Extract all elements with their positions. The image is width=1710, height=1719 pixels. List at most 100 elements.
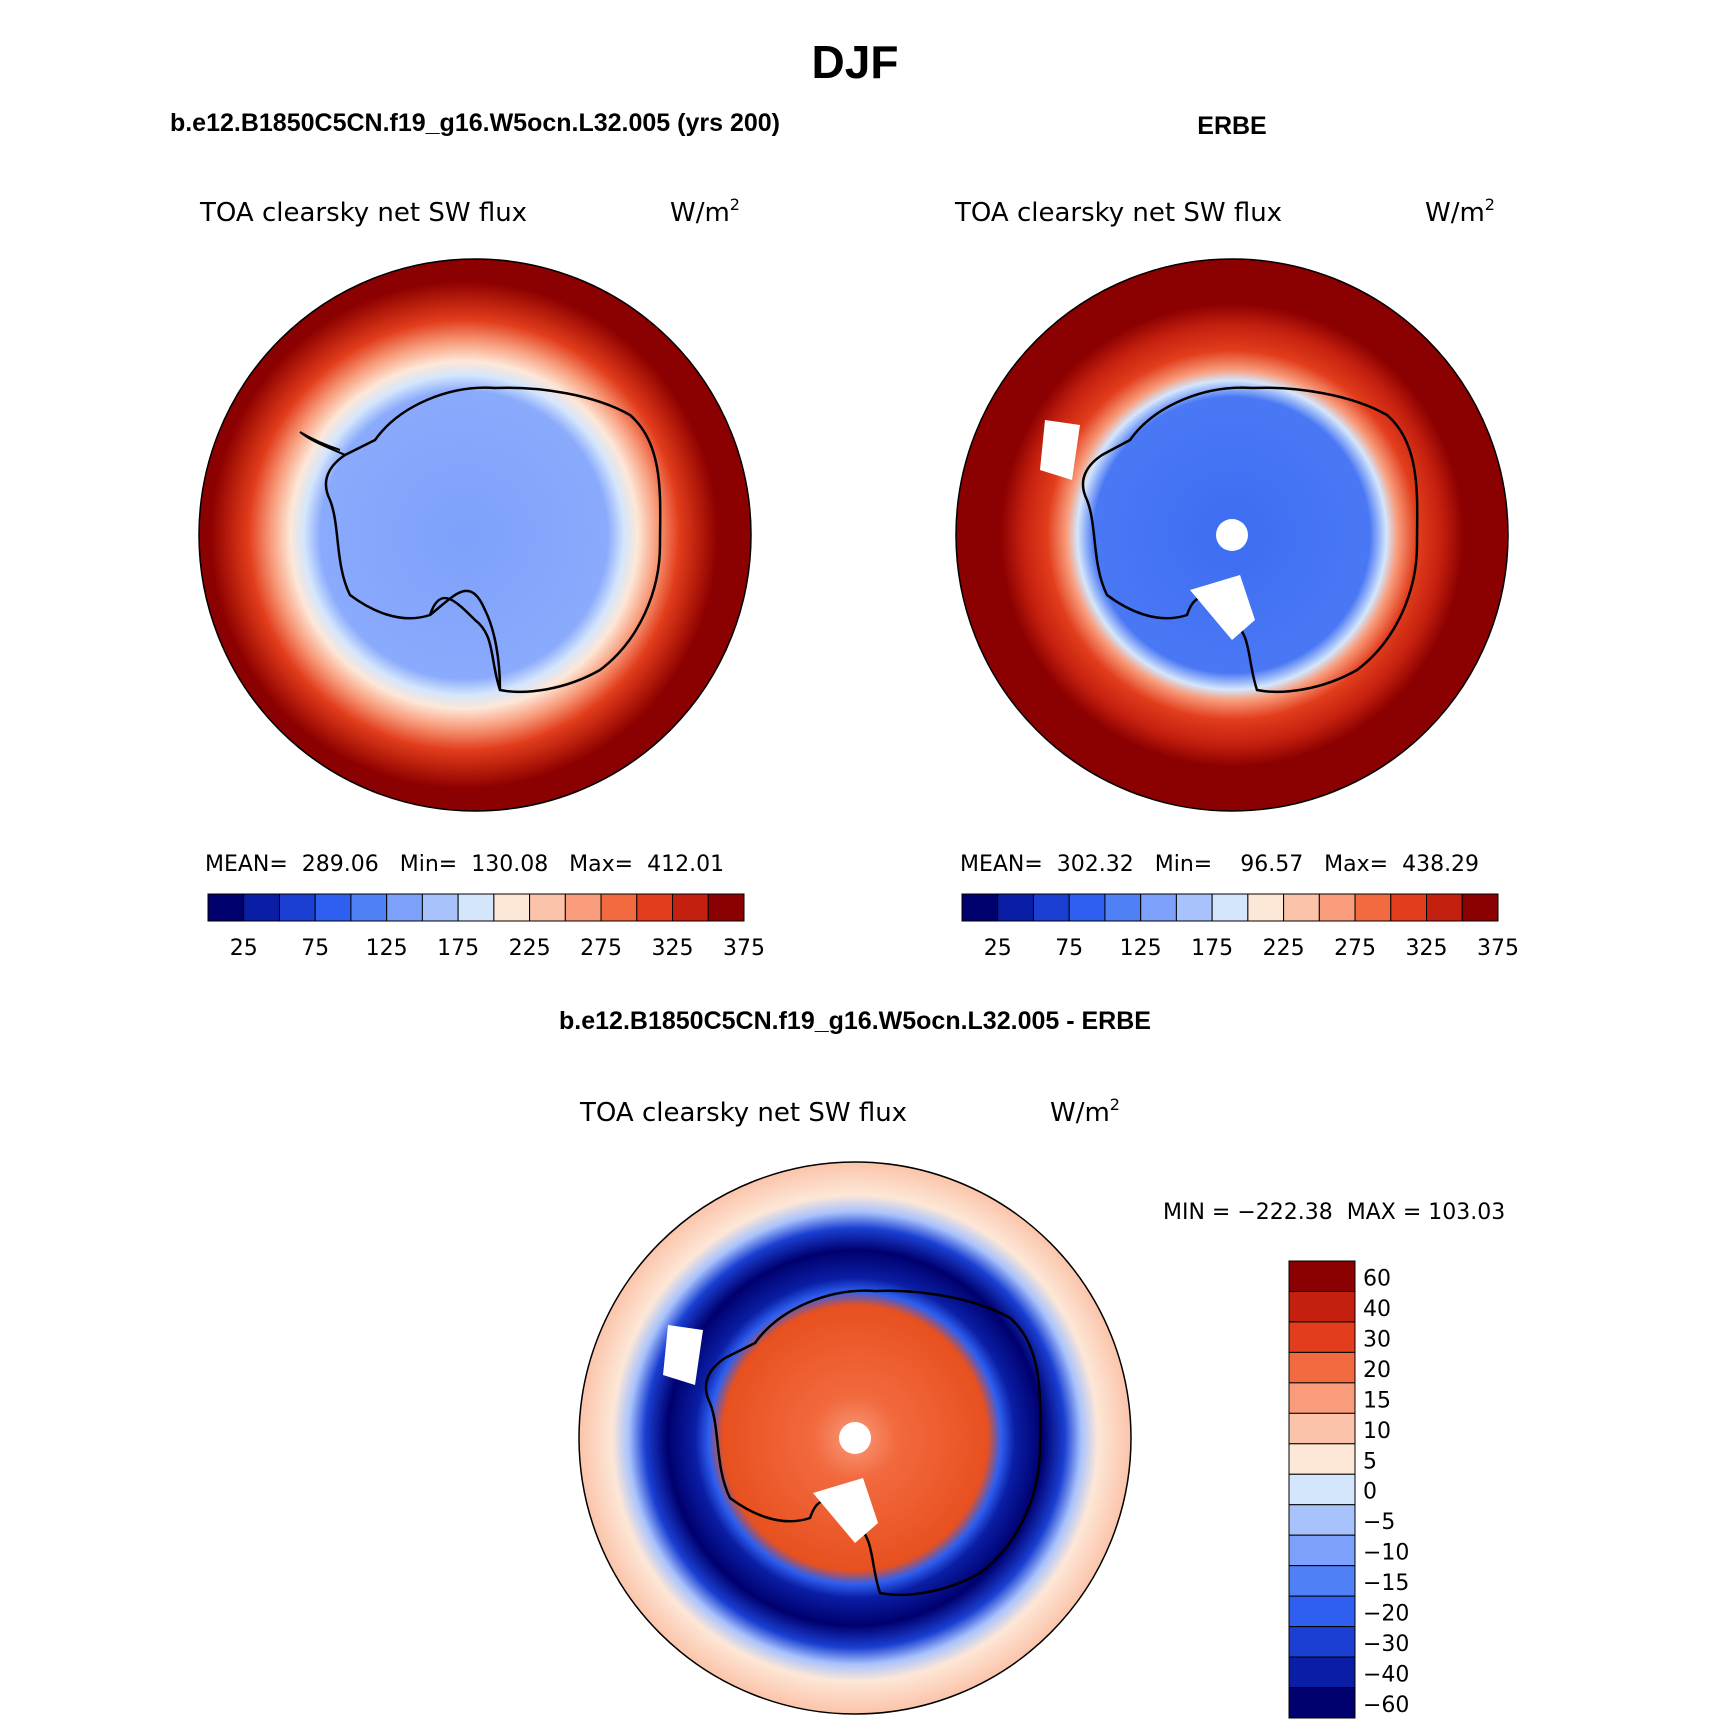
diff-units-base: W/m (1050, 1098, 1110, 1128)
model-colorbar-swatch (350, 893, 388, 922)
model-colorbar-swatch (564, 893, 602, 922)
diff-colorbar-label: −40 (1363, 1663, 1409, 1688)
model-colorbar-label: 225 (509, 936, 551, 961)
diff-colorbar-label: 5 (1363, 1449, 1377, 1474)
obs-colorbar-swatch (1426, 893, 1463, 922)
model-colorbar-swatch (278, 893, 316, 922)
diff-colorbar-swatch (1288, 1443, 1356, 1475)
diff-colorbar-label: −5 (1363, 1510, 1395, 1535)
diff-colorbar-label: −15 (1363, 1571, 1409, 1596)
figure-title: DJF (812, 36, 899, 88)
diff-panel-title: b.e12.B1850C5CN.f19_g16.W5ocn.L32.005 - … (559, 1007, 1151, 1035)
diff-colorbar-label: −30 (1363, 1632, 1409, 1657)
diff-colorbar-swatch (1288, 1626, 1356, 1658)
model-colorbar-label: 25 (230, 936, 258, 961)
model-stats: MEAN= 289.06 Min= 130.08 Max= 412.01 (205, 852, 724, 877)
diff-colorbar-swatch (1288, 1656, 1356, 1689)
model-colorbar-swatch (493, 893, 531, 922)
obs-antarctica-coastline (1081, 386, 1419, 694)
obs-colorbar-label: 25 (984, 936, 1012, 961)
diff-colorbar-label: 40 (1363, 1297, 1391, 1322)
model-colorbar-label: 325 (652, 936, 694, 961)
diff-colorbar-label: 20 (1363, 1358, 1391, 1383)
diff-colorbar-swatch (1288, 1504, 1356, 1536)
diff-colorbar-swatch (1288, 1565, 1356, 1597)
diff-colorbar-label: 60 (1363, 1266, 1391, 1291)
diff-units-label: W/m2 (1050, 1095, 1120, 1128)
diff-variable-label: TOA clearsky net SW flux (579, 1098, 907, 1128)
model-antarctica-coastline (324, 386, 662, 694)
diff-colorbar-swatch (1288, 1687, 1356, 1719)
diff-colorbar-swatch (1288, 1351, 1356, 1384)
model-colorbar-label: 275 (580, 936, 622, 961)
diff-colorbar-label: −10 (1363, 1541, 1409, 1566)
diff-colorbar-label: 0 (1363, 1480, 1377, 1505)
diff-colorbar-swatch (1288, 1290, 1356, 1323)
obs-colorbar-label: 125 (1120, 936, 1162, 961)
obs-colorbar-swatch (1104, 893, 1142, 922)
model-units-exp: 2 (730, 195, 740, 214)
model-colorbar-swatch (386, 893, 423, 922)
diff-colorbar-label: −20 (1363, 1602, 1409, 1627)
model-units-label: W/m2 (670, 195, 740, 228)
obs-units-exp: 2 (1485, 195, 1495, 214)
model-colorbar-label: 375 (723, 936, 765, 961)
model-colorbar-swatch (457, 893, 495, 922)
diff-missing-data-patch (663, 1325, 703, 1385)
obs-colorbar-swatch (1247, 893, 1285, 922)
obs-colorbar-swatch (1461, 893, 1499, 922)
obs-polar-map (955, 258, 1509, 812)
model-colorbar-swatch (672, 893, 709, 922)
diff-colorbar-swatch (1288, 1473, 1356, 1506)
diff-colorbar-label: 30 (1363, 1327, 1391, 1352)
model-polar-map (198, 258, 752, 812)
obs-colorbar-label: 225 (1263, 936, 1305, 961)
diff-colorbar-label: −60 (1363, 1693, 1409, 1718)
model-ross-embayment (429, 589, 502, 691)
model-colorbar-swatch (314, 893, 352, 922)
model-colorbar-swatch (636, 893, 674, 922)
obs-colorbar-swatch (997, 893, 1034, 922)
obs-units-base: W/m (1425, 198, 1485, 228)
obs-colorbar-swatch (1318, 893, 1356, 922)
obs-colorbar-swatch (1140, 893, 1177, 922)
model-variable-label: TOA clearsky net SW flux (199, 198, 527, 228)
diff-colorbar-swatch (1288, 1595, 1356, 1628)
obs-colorbar-swatch (1211, 893, 1249, 922)
obs-colorbar-swatch (1390, 893, 1428, 922)
model-colorbar-swatch (207, 893, 245, 922)
obs-colorbar-label: 275 (1334, 936, 1376, 961)
diff-colorbar-swatch (1288, 1412, 1356, 1445)
obs-missing-data-patch (1040, 420, 1080, 480)
obs-colorbar-swatch (961, 893, 999, 922)
obs-units-label: W/m2 (1425, 195, 1495, 228)
diff-stats: MIN = −222.38 MAX = 103.03 (1163, 1200, 1505, 1225)
diff-polar-map (578, 1161, 1132, 1715)
model-colorbar-label: 75 (301, 936, 329, 961)
diff-colorbar-label: 15 (1363, 1388, 1391, 1413)
model-colorbar: 25 75 125 175 225 275 325 375 (207, 893, 765, 961)
diff-colorbar-swatch (1288, 1321, 1356, 1353)
diff-colorbar-swatch (1288, 1260, 1356, 1292)
obs-colorbar-swatch (1032, 893, 1070, 922)
diff-antarctica-coastline (704, 1289, 1042, 1597)
obs-colorbar-label: 375 (1477, 936, 1519, 961)
obs-colorbar: 25 75 125 175 225 275 325 375 (961, 893, 1519, 961)
diff-colorbar: 60 40 30 20 15 10 5 0 −5 −10 −15 −20 −30 −40 −60 (1288, 1260, 1409, 1719)
obs-colorbar-label: 75 (1055, 936, 1083, 961)
obs-colorbar-swatch (1354, 893, 1392, 922)
obs-colorbar-swatch (1068, 893, 1106, 922)
obs-colorbar-label: 175 (1191, 936, 1233, 961)
diff-colorbar-swatch (1288, 1534, 1356, 1567)
model-map-disk (198, 258, 752, 812)
diff-units-exp: 2 (1110, 1095, 1120, 1114)
obs-panel-title: ERBE (1197, 112, 1266, 140)
obs-colorbar-swatch (1175, 893, 1213, 922)
model-peninsula (299, 431, 346, 456)
obs-stats: MEAN= 302.32 Min= 96.57 Max= 438.29 (960, 852, 1479, 877)
obs-missing-data-ross (1190, 575, 1255, 640)
model-colorbar-swatch (600, 893, 638, 922)
diff-colorbar-swatch (1288, 1382, 1356, 1414)
model-colorbar-swatch (243, 893, 280, 922)
